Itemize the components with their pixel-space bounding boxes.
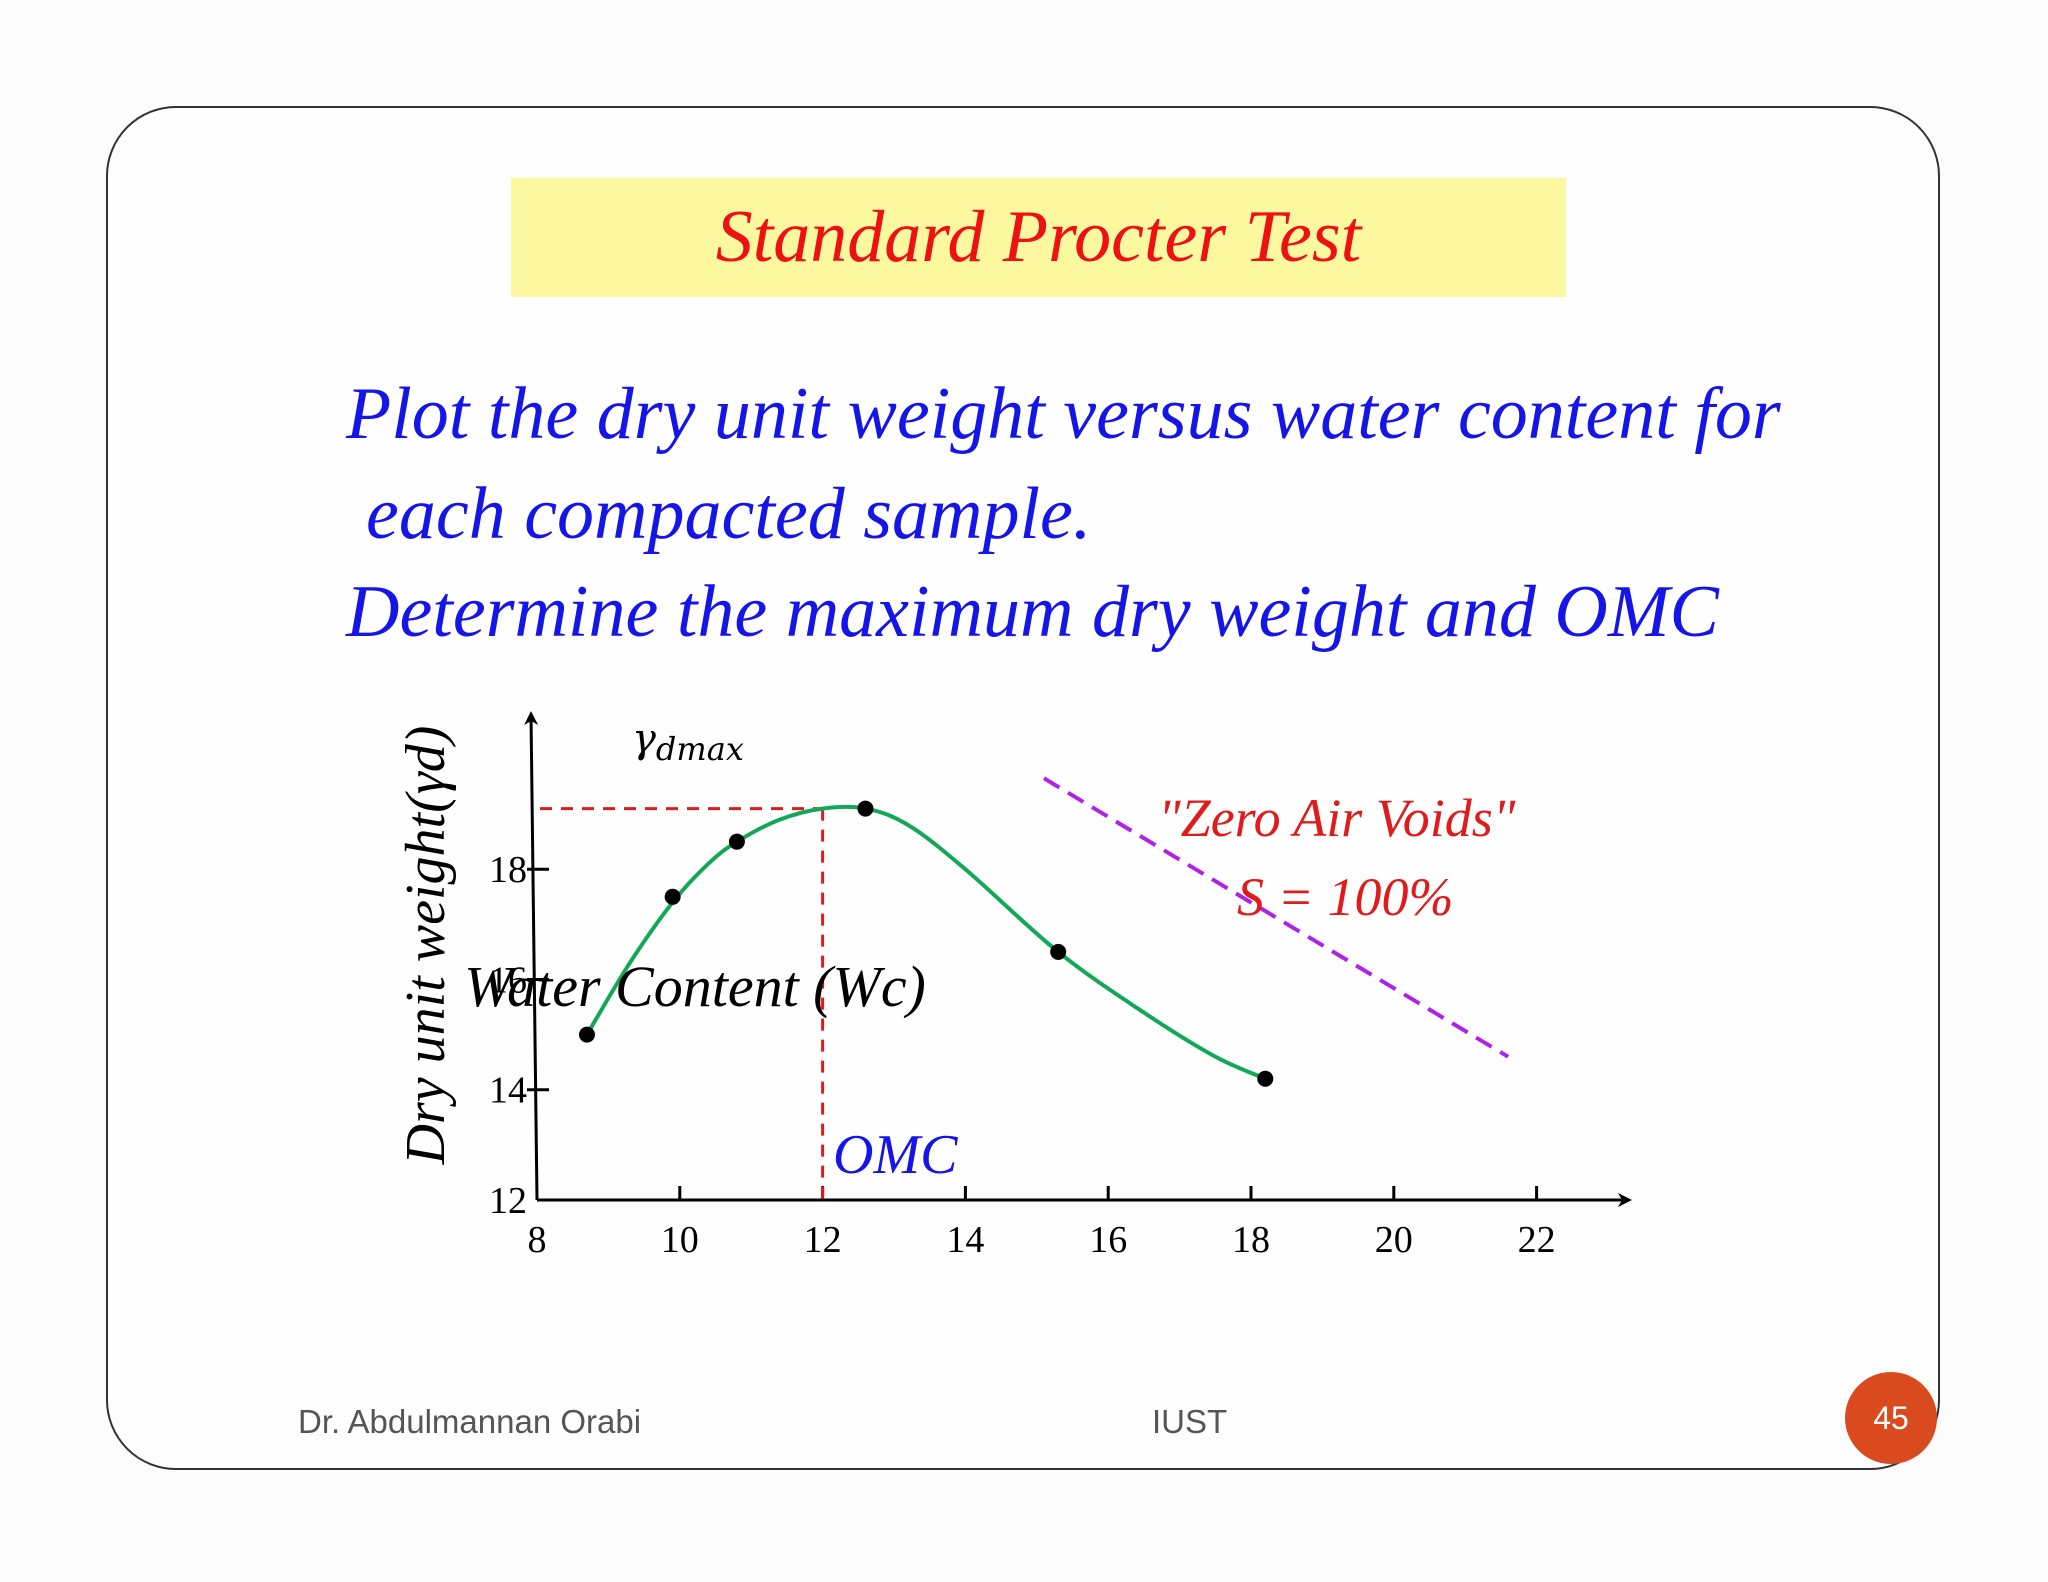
footer-institution: IUST [1152, 1403, 1228, 1440]
x-tick-label: 16 [1089, 1219, 1127, 1261]
chart-labels: Water Content (Wc)Dry unit weight(γd) γdm… [395, 716, 1516, 1186]
y-tick-label: 16 [489, 959, 527, 1001]
data-point [664, 888, 681, 905]
title-box: Standard Procter Test [511, 178, 1566, 297]
body-line-3: Determine the maximum dry weight and OMC [346, 571, 1719, 653]
zero-air-voids-line [1042, 776, 1510, 1059]
footer-author: Dr. Abdulmannan Orabi [298, 1403, 642, 1440]
x-tick-label: 8 [528, 1219, 547, 1261]
y-axis-title: Dry unit weight(γd) [395, 726, 457, 1166]
y-tick-label: 14 [489, 1070, 527, 1112]
zero-air-voids-label: "Zero Air Voids" [1158, 788, 1516, 848]
x-tick-label: 22 [1518, 1219, 1556, 1261]
data-point [1050, 943, 1067, 960]
saturation-label: S = 100% [1237, 867, 1453, 927]
x-axis-title: Water Content (Wc) [464, 954, 926, 1019]
body-line-1: Plot the dry unit weight versus water co… [346, 373, 1781, 455]
data-points [578, 800, 1274, 1087]
omc-label: OMC [833, 1124, 958, 1186]
y-axis [524, 711, 539, 1201]
zero-air-voids [1042, 776, 1510, 1059]
y-tick-label: 12 [489, 1180, 527, 1222]
slide-frame [106, 106, 1940, 1470]
x-tick-label: 18 [1232, 1219, 1270, 1261]
data-point [857, 800, 874, 817]
x-tick-label: 12 [804, 1219, 842, 1261]
dmax-guides [540, 807, 825, 1200]
page-number-badge: 45 [1845, 1372, 1937, 1464]
x-tick-label: 20 [1375, 1219, 1413, 1261]
data-point [1257, 1070, 1274, 1087]
chart-axes [524, 711, 1632, 1207]
x-tick-label: 10 [661, 1219, 699, 1261]
body-line-2: each compacted sample. [366, 473, 1092, 555]
x-tick-label: 14 [946, 1219, 984, 1261]
slide-title: Standard Procter Test [715, 196, 1362, 278]
data-point [578, 1026, 595, 1043]
data-point [728, 833, 745, 850]
gamma-dmax-label: γdmax [632, 716, 744, 768]
chart-ticks: 8 10 12 14 16 18 20 22 12 14 16 18 [489, 849, 1556, 1261]
y-tick-label: 18 [489, 849, 527, 891]
